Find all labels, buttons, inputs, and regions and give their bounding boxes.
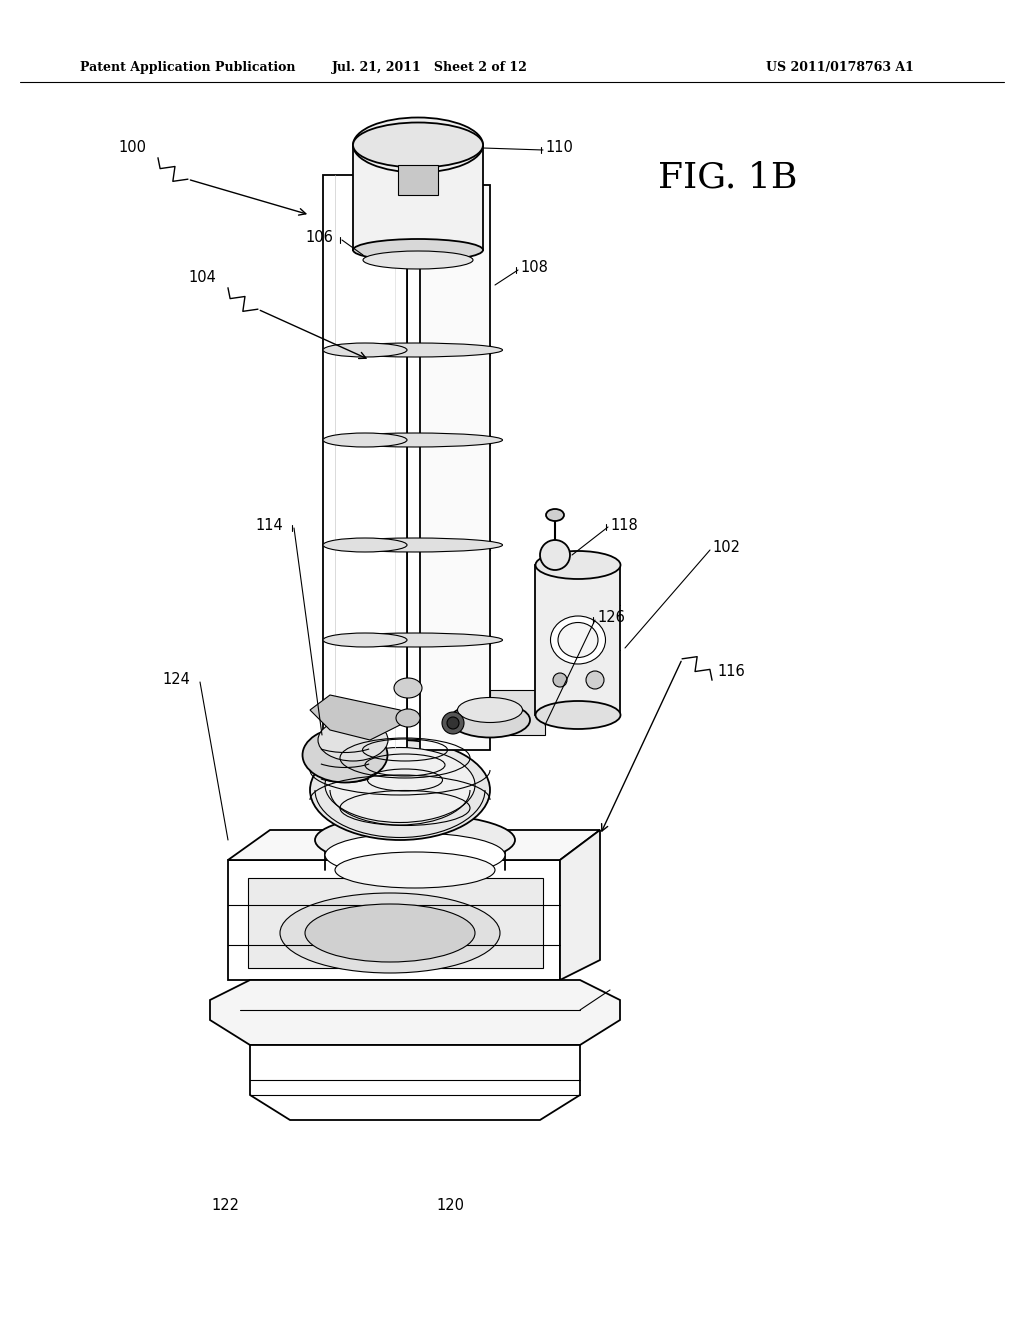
Polygon shape	[420, 185, 490, 750]
Text: 114: 114	[255, 517, 283, 532]
Ellipse shape	[323, 634, 407, 647]
Ellipse shape	[328, 634, 503, 647]
Text: US 2011/0178763 A1: US 2011/0178763 A1	[766, 62, 914, 74]
Ellipse shape	[353, 239, 483, 261]
Ellipse shape	[442, 711, 464, 734]
Ellipse shape	[540, 540, 570, 570]
Text: 102: 102	[712, 540, 740, 556]
Text: 106: 106	[305, 231, 333, 246]
Polygon shape	[210, 979, 620, 1045]
Ellipse shape	[328, 343, 503, 356]
Ellipse shape	[315, 814, 515, 866]
Text: 100: 100	[118, 140, 146, 156]
Text: 108: 108	[520, 260, 548, 276]
Ellipse shape	[280, 894, 500, 973]
Ellipse shape	[353, 123, 483, 168]
Ellipse shape	[302, 727, 387, 783]
Polygon shape	[250, 1045, 580, 1119]
Ellipse shape	[362, 251, 473, 269]
Polygon shape	[490, 690, 545, 735]
Ellipse shape	[536, 550, 621, 579]
Ellipse shape	[353, 117, 483, 173]
Polygon shape	[228, 861, 560, 979]
Ellipse shape	[335, 851, 495, 888]
Ellipse shape	[546, 510, 564, 521]
Text: 104: 104	[188, 271, 216, 285]
Ellipse shape	[323, 433, 407, 447]
Polygon shape	[535, 565, 620, 715]
Polygon shape	[353, 145, 483, 249]
Ellipse shape	[325, 747, 475, 822]
Text: FIG. 1B: FIG. 1B	[658, 161, 798, 195]
Bar	[398, 165, 438, 195]
Ellipse shape	[310, 741, 490, 840]
Text: 126: 126	[597, 610, 625, 626]
Bar	[248, 878, 543, 968]
Ellipse shape	[305, 904, 475, 962]
Ellipse shape	[328, 433, 503, 447]
Ellipse shape	[323, 539, 407, 552]
Ellipse shape	[323, 343, 407, 356]
Ellipse shape	[447, 717, 459, 729]
Polygon shape	[228, 830, 600, 861]
Polygon shape	[310, 696, 410, 741]
Ellipse shape	[553, 673, 567, 686]
Ellipse shape	[551, 616, 605, 664]
Ellipse shape	[325, 833, 505, 876]
Text: Patent Application Publication: Patent Application Publication	[80, 62, 296, 74]
Text: 110: 110	[545, 140, 572, 156]
Text: 116: 116	[717, 664, 744, 680]
Text: 122: 122	[211, 1197, 239, 1213]
Ellipse shape	[536, 701, 621, 729]
Text: Jul. 21, 2011   Sheet 2 of 12: Jul. 21, 2011 Sheet 2 of 12	[332, 62, 528, 74]
Polygon shape	[323, 176, 407, 750]
Polygon shape	[560, 830, 600, 979]
Ellipse shape	[394, 678, 422, 698]
Ellipse shape	[396, 709, 420, 727]
Ellipse shape	[558, 623, 598, 657]
Ellipse shape	[328, 539, 503, 552]
Text: 120: 120	[436, 1197, 464, 1213]
Ellipse shape	[458, 697, 522, 722]
Ellipse shape	[450, 702, 530, 738]
Ellipse shape	[318, 719, 388, 762]
Text: 118: 118	[610, 517, 638, 532]
Text: 124: 124	[162, 672, 189, 688]
Ellipse shape	[586, 671, 604, 689]
